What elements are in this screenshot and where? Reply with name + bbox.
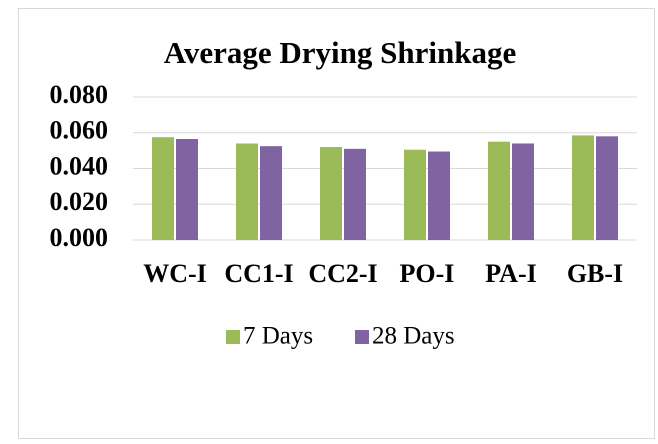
y-tick-label: 0.000 [50,223,109,252]
x-tick-label: WC-I [143,259,207,288]
chart-title: Average Drying Shrinkage [164,35,516,70]
bar [260,146,282,240]
x-tick-label: CC2-I [308,259,377,288]
legend-swatch [355,330,369,344]
bar [512,143,534,240]
legend-label: 7 Days [243,323,313,350]
y-tick-label: 0.040 [50,151,109,180]
bar [236,143,258,240]
bar [428,151,450,240]
legend-label: 28 Days [372,323,455,350]
bar [488,141,510,240]
bar [176,139,198,240]
bar [320,147,342,240]
x-tick-label: PA-I [485,259,537,288]
bar [596,136,618,240]
x-tick-label: PO-I [400,259,455,288]
bar [152,137,174,240]
x-tick-label: GB-I [567,259,623,288]
y-tick-label: 0.060 [50,116,109,145]
x-tick-label: CC1-I [224,259,293,288]
y-tick-label: 0.080 [50,80,109,109]
y-tick-label: 0.020 [50,187,109,216]
bar [404,149,426,240]
bar [572,135,594,240]
bar [344,148,366,240]
legend-swatch [226,330,240,344]
